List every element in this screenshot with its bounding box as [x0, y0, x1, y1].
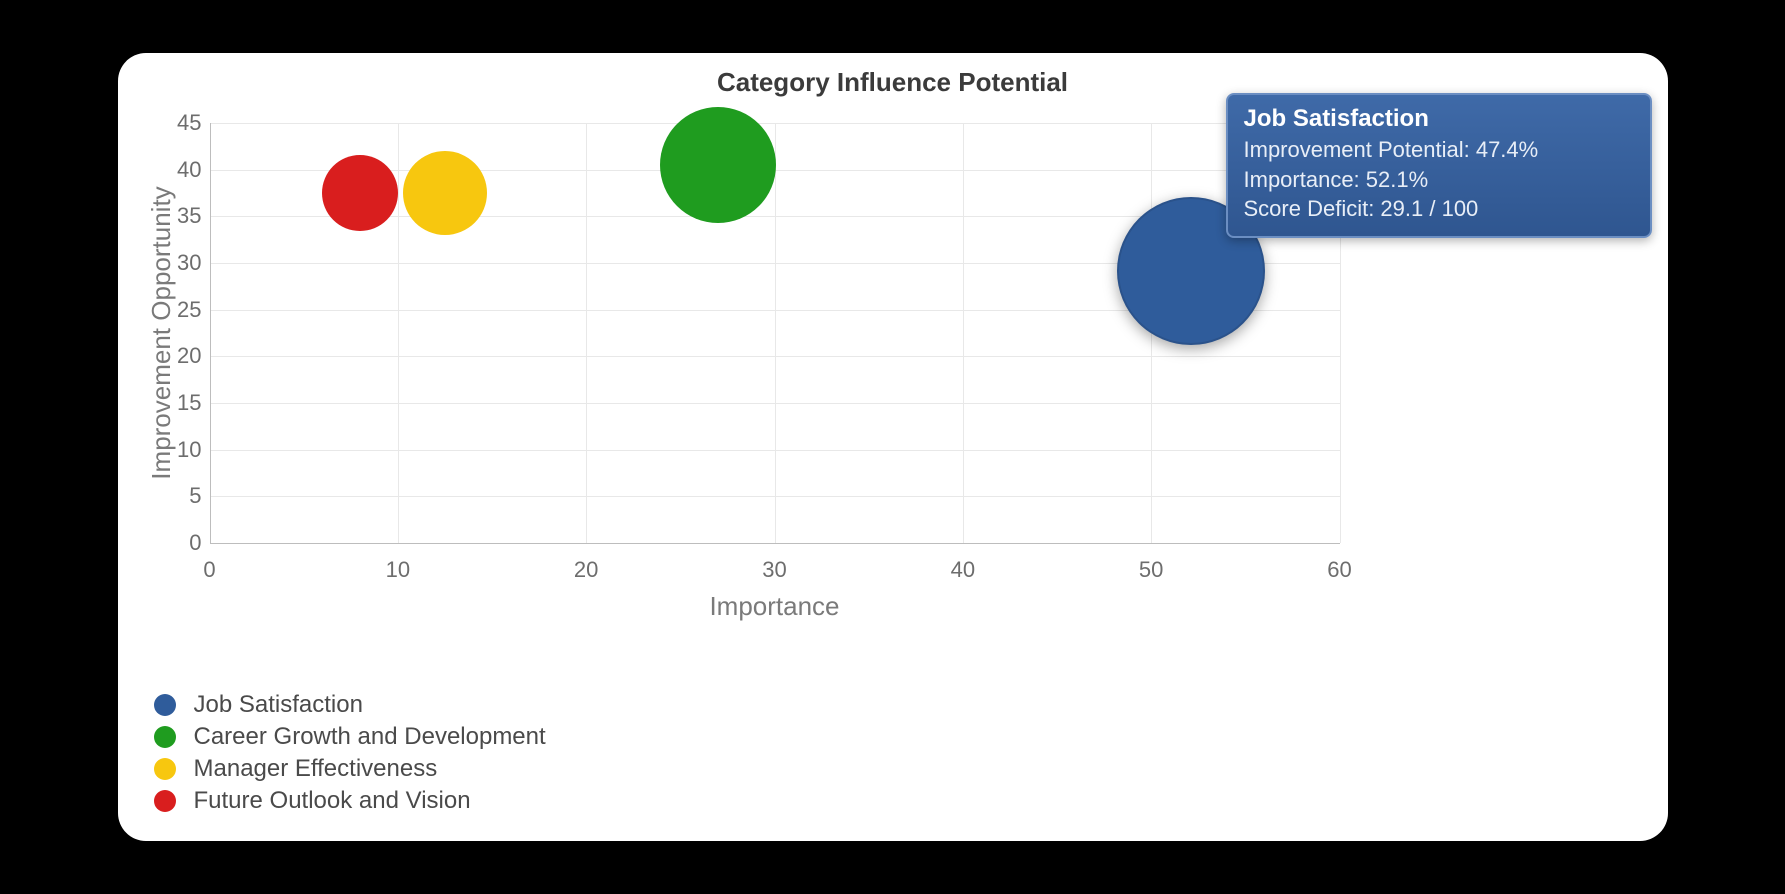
- chart-card: Category Influence Potential Improvement…: [118, 53, 1668, 841]
- y-gridline: [210, 123, 1340, 124]
- x-tick-label: 30: [760, 557, 790, 583]
- legend-swatch: [154, 694, 176, 716]
- bubble[interactable]: [660, 107, 776, 223]
- x-tick-label: 60: [1325, 557, 1355, 583]
- x-tick-label: 10: [383, 557, 413, 583]
- tooltip-line: Importance: 52.1%: [1244, 165, 1634, 195]
- tooltip-line: Improvement Potential: 47.4%: [1244, 135, 1634, 165]
- y-axis-label: Improvement Opportunity: [146, 123, 177, 543]
- x-gridline: [963, 123, 964, 543]
- x-gridline: [398, 123, 399, 543]
- legend-swatch: [154, 790, 176, 812]
- legend-item[interactable]: Future Outlook and Vision: [154, 787, 546, 815]
- legend-label: Job Satisfaction: [194, 691, 363, 719]
- y-tick-label: 5: [160, 483, 202, 509]
- legend-label: Future Outlook and Vision: [194, 787, 471, 815]
- legend-item[interactable]: Manager Effectiveness: [154, 755, 546, 783]
- y-tick-label: 0: [160, 530, 202, 556]
- x-tick-label: 0: [195, 557, 225, 583]
- y-tick-label: 40: [160, 157, 202, 183]
- legend-swatch: [154, 726, 176, 748]
- x-gridline: [586, 123, 587, 543]
- x-axis-line: [210, 543, 1340, 544]
- plot-area: 0102030405060051015202530354045: [210, 123, 1340, 543]
- y-gridline: [210, 356, 1340, 357]
- y-axis-line: [210, 123, 211, 543]
- y-gridline: [210, 496, 1340, 497]
- y-tick-label: 30: [160, 250, 202, 276]
- x-gridline: [775, 123, 776, 543]
- x-tick-label: 50: [1136, 557, 1166, 583]
- y-gridline: [210, 450, 1340, 451]
- tooltip-line: Score Deficit: 29.1 / 100: [1244, 194, 1634, 224]
- y-tick-label: 15: [160, 390, 202, 416]
- y-tick-label: 45: [160, 110, 202, 136]
- y-tick-label: 20: [160, 343, 202, 369]
- y-tick-label: 10: [160, 437, 202, 463]
- x-axis-label: Importance: [210, 591, 1340, 622]
- y-tick-label: 35: [160, 203, 202, 229]
- x-tick-label: 40: [948, 557, 978, 583]
- x-tick-label: 20: [571, 557, 601, 583]
- legend-item[interactable]: Career Growth and Development: [154, 723, 546, 751]
- legend: Job Satisfaction Career Growth and Develo…: [154, 687, 546, 819]
- legend-label: Manager Effectiveness: [194, 755, 438, 783]
- y-tick-label: 25: [160, 297, 202, 323]
- legend-label: Career Growth and Development: [194, 723, 546, 751]
- bubble[interactable]: [403, 151, 487, 235]
- tooltip-title: Job Satisfaction: [1244, 105, 1634, 133]
- bubble[interactable]: [322, 155, 398, 231]
- legend-item[interactable]: Job Satisfaction: [154, 691, 546, 719]
- legend-swatch: [154, 758, 176, 780]
- tooltip: Job Satisfaction Improvement Potential: …: [1226, 93, 1652, 238]
- y-gridline: [210, 403, 1340, 404]
